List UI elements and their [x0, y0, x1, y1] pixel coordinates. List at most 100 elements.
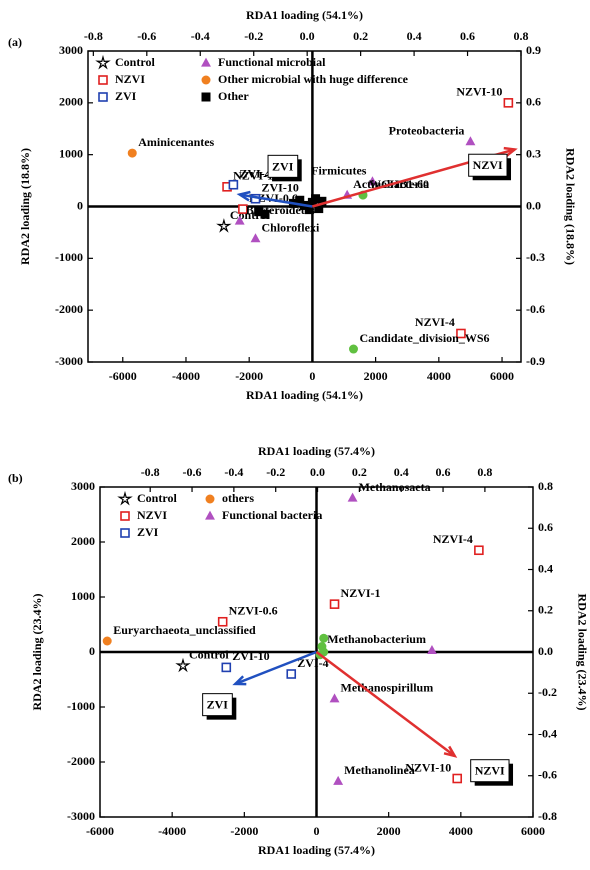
legend-label: others — [222, 491, 254, 505]
y2-tick-label: -0.9 — [526, 354, 545, 368]
arrow-label: NZVI — [473, 158, 503, 172]
y2-axis-label: RDA2 loading (23.4%) — [575, 593, 589, 710]
arrow-shaft — [234, 650, 317, 686]
point-marker — [367, 176, 378, 186]
arrow-shaft — [315, 651, 456, 757]
y2-tick-label: -0.2 — [538, 685, 557, 699]
y2-tick-label: -0.3 — [526, 250, 545, 264]
x2-tick-label: -0.4 — [224, 465, 243, 479]
legend-label: Functional bacteria — [222, 508, 322, 522]
y2-axis-label: RDA2 loading (18.8%) — [563, 148, 577, 265]
arrow-label-box — [202, 693, 233, 717]
x2-tick-label: -0.8 — [141, 465, 160, 479]
point-marker — [217, 616, 228, 627]
point-label: Methanolinea — [344, 763, 415, 777]
point-marker — [311, 194, 321, 204]
legend-label: Control — [115, 55, 155, 69]
y2-tick-label: 0.8 — [538, 479, 553, 493]
y2-tick-label: -0.8 — [538, 809, 557, 823]
point-marker — [260, 209, 270, 219]
legend-label: ZVI — [115, 89, 137, 103]
x-tick-label: 4000 — [449, 824, 473, 838]
point-label: NZVI-1 — [341, 586, 381, 600]
x-tick-label: -6000 — [109, 369, 137, 383]
arrow-label: NZVI — [475, 764, 505, 778]
arrow-head — [443, 745, 458, 758]
point-marker — [329, 599, 340, 609]
point-label: NZVI-0.6 — [229, 604, 278, 618]
x2-tick-label: 0.2 — [352, 465, 367, 479]
x2-tick-label: -0.4 — [191, 29, 210, 43]
y-tick-label: -1000 — [67, 699, 95, 713]
x2-axis-label: RDA1 loading (57.4%) — [258, 444, 375, 458]
point-marker — [286, 669, 297, 679]
arrow-label-box — [267, 154, 299, 178]
y-tick-label: -3000 — [67, 809, 95, 823]
x2-tick-label: 0.6 — [436, 465, 451, 479]
point-label: Control — [189, 648, 229, 662]
arrow-head — [232, 675, 247, 686]
point-marker — [348, 344, 358, 354]
x-tick-label: 0 — [314, 824, 320, 838]
point-marker — [319, 633, 329, 643]
point-marker — [295, 195, 305, 205]
point-label: ZVI-10 — [262, 180, 299, 194]
arrow-head — [236, 190, 251, 202]
point-marker — [317, 196, 327, 206]
y2-tick-label: -0.4 — [538, 726, 557, 740]
x2-tick-label: 0.8 — [477, 465, 492, 479]
arrow-label-box — [468, 153, 508, 177]
point-marker — [465, 136, 476, 146]
legend-label: NZVI — [137, 508, 167, 522]
legend-label: NZVI — [115, 72, 145, 86]
legend-marker — [201, 57, 211, 67]
point-label: Chloroflexi — [262, 220, 320, 234]
x-tick-label: -2000 — [235, 369, 263, 383]
legend-marker — [95, 54, 111, 70]
x2-tick-label: -0.6 — [183, 465, 202, 479]
x2-axis-label: RDA1 loading (54.1%) — [246, 8, 363, 22]
point-label: Aminicenantes — [138, 135, 214, 149]
y2-tick-label: 0.9 — [526, 43, 541, 57]
legend-label: Functional microbial — [218, 55, 326, 69]
point-marker — [347, 492, 358, 502]
x-tick-label: -2000 — [230, 824, 258, 838]
point-marker — [329, 693, 340, 703]
point-label: Euryarchaeota_unclassified — [113, 623, 256, 637]
legend-marker — [120, 528, 130, 538]
point-label: Methanospirillum — [341, 681, 434, 695]
x2-tick-label: -0.6 — [137, 29, 156, 43]
point-marker — [314, 204, 324, 214]
point-label: NZVI-1 — [233, 169, 273, 183]
y-tick-label: -2000 — [55, 302, 83, 316]
y-tick-label: -3000 — [55, 354, 83, 368]
x2-tick-label: 0.0 — [310, 465, 325, 479]
legend-marker — [117, 490, 133, 506]
point-label: Methanobacterium — [327, 632, 426, 646]
point-marker — [250, 233, 261, 243]
y-tick-label: 3000 — [59, 43, 83, 57]
arrow-shaft — [239, 193, 313, 208]
x2-tick-label: -0.8 — [84, 29, 103, 43]
y2-tick-label: 0.6 — [526, 95, 541, 109]
point-marker — [333, 775, 344, 785]
y2-tick-label: -0.6 — [526, 302, 545, 316]
point-label: Firmicutes — [311, 163, 367, 177]
y-tick-label: 0 — [89, 644, 95, 658]
point-marker — [427, 644, 437, 654]
y2-tick-label: 0.2 — [538, 603, 553, 617]
point-marker — [234, 215, 245, 225]
x-tick-label: 2000 — [364, 369, 388, 383]
point-label: NZVI-4 — [433, 532, 473, 546]
point-label: ZVI-10 — [232, 649, 269, 663]
legend-marker — [201, 92, 211, 102]
legend-marker — [120, 511, 130, 521]
y-tick-label: 0 — [77, 198, 83, 212]
point-label: Proteobacteria — [389, 123, 465, 137]
point-marker — [254, 207, 264, 217]
x-axis-label: RDA1 loading (54.1%) — [246, 388, 363, 402]
point-label: Methanosaeta — [359, 480, 431, 494]
point-label: NZVI-4 — [415, 315, 455, 329]
y-axis-label: RDA2 loading (18.8%) — [18, 148, 32, 265]
